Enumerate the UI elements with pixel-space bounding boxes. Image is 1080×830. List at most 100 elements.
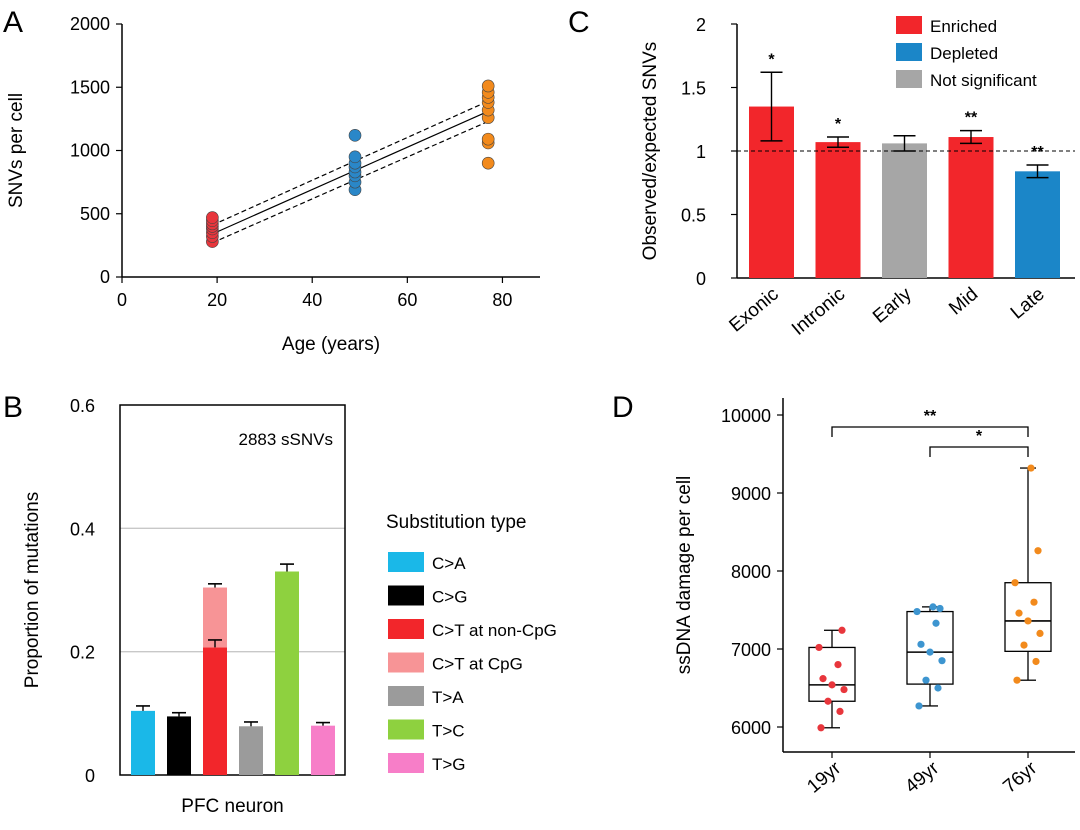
a-x-tick-label: 80 [492, 290, 512, 310]
b-legend-label: C>A [432, 554, 466, 573]
d-data-point-76yr [1027, 464, 1035, 472]
c-x-tick-label: Early [869, 283, 916, 327]
b-y-tick-label: 0.2 [70, 643, 95, 663]
b-legend-title: Substitution type [386, 512, 526, 533]
d-data-point-76yr [1030, 598, 1038, 606]
b-bar-T>A [239, 726, 263, 775]
panel-letter-c: C [568, 6, 590, 39]
a-y-tick-label: 2000 [70, 14, 110, 34]
d-x-tick-label: 49yr [901, 757, 943, 797]
d-data-point-49yr [934, 684, 942, 692]
panel-c-bar-chart: 0 0.5 1 1.5 2 Observed/expected SNVs * Exonic * I… [640, 15, 1075, 340]
a-data-point-19yr [206, 211, 219, 224]
a-data-point-49yr [348, 150, 362, 164]
c-y-tick-label: 2 [696, 15, 706, 35]
c-y-tick-label: 0 [696, 269, 706, 289]
b-legend-swatch [388, 552, 424, 572]
b-legend-swatch [388, 619, 424, 639]
b-bar-T>G [311, 725, 335, 775]
b-bar-C>T at CpG [203, 587, 227, 648]
a-y-tick-label: 1500 [70, 77, 110, 97]
d-data-point-19yr [838, 626, 846, 634]
d-y-tick-label: 7000 [731, 640, 771, 660]
d-data-point-49yr [922, 676, 930, 684]
a-data-point-76yr [481, 79, 495, 93]
d-data-point-19yr [840, 685, 848, 694]
d-data-point-76yr [1015, 609, 1023, 617]
b-y-tick-label: 0 [85, 766, 95, 786]
panel-b-bar-chart: 0 0.2 0.4 0.6 Proportion of mutations PFC neu… [22, 396, 557, 817]
c-y-axis-label: Observed/expected SNVs [640, 42, 661, 261]
d-y-tick-label: 6000 [731, 718, 771, 738]
d-y-axis-label: ssDNA damage per cell [674, 476, 695, 675]
d-y-tick-label: 10000 [721, 406, 771, 426]
c-significance-marker: * [835, 116, 842, 133]
d-significance-bracket [831, 426, 1029, 437]
c-legend-label: Enriched [930, 17, 997, 36]
a-x-tick-label: 40 [302, 290, 322, 310]
panel-a-scatter: 0 500 1000 1500 2000 0 20 40 60 80 Age (years) SNVs… [6, 14, 540, 355]
b-bar-T>C [275, 571, 299, 775]
a-ci-upper-line [212, 100, 489, 226]
c-x-tick-label: Intronic [788, 284, 849, 340]
c-legend-swatch [896, 43, 922, 61]
a-x-tick-label: 0 [117, 290, 127, 310]
a-x-tick-label: 20 [207, 290, 227, 310]
b-legend-swatch [388, 719, 424, 740]
d-data-point-49yr [926, 648, 934, 656]
a-y-tick-label: 0 [100, 267, 110, 287]
b-legend-swatch [388, 686, 424, 706]
a-data-point-76yr [481, 156, 495, 170]
d-box-76yr [1004, 582, 1052, 652]
a-y-axis-label: SNVs per cell [6, 93, 27, 208]
a-data-point-49yr [348, 129, 362, 142]
b-bar-C>A [131, 710, 155, 775]
c-legend-label: Depleted [930, 44, 998, 63]
d-data-point-76yr [1024, 617, 1032, 625]
c-legend-swatch [896, 70, 922, 88]
panel-letter-b: B [3, 391, 23, 424]
d-data-point-19yr [828, 681, 836, 689]
a-data-point-76yr [481, 132, 495, 146]
c-bar-late [1015, 171, 1060, 278]
a-ci-lower-line [212, 120, 489, 244]
d-significance-marker: ** [924, 408, 937, 425]
c-x-tick-label: Mid [945, 284, 982, 320]
panel-letter-d: D [612, 391, 634, 424]
d-data-point-76yr [1036, 629, 1044, 638]
b-bar-C>T at non-CpG [203, 647, 227, 775]
d-data-point-49yr [913, 607, 921, 616]
c-x-tick-label: Exonic [726, 284, 783, 337]
c-y-tick-label: 1.5 [681, 79, 706, 99]
d-data-point-76yr [1011, 579, 1019, 587]
b-legend-swatch [388, 585, 424, 606]
c-bar-early [882, 143, 927, 278]
d-data-point-49yr [917, 640, 925, 648]
c-significance-marker: ** [965, 110, 978, 127]
c-significance-marker: ** [1031, 144, 1044, 161]
d-data-point-76yr [1032, 657, 1040, 666]
d-data-point-76yr [1013, 676, 1021, 684]
d-y-tick-label: 8000 [731, 562, 771, 582]
d-significance-bracket [929, 446, 1029, 457]
b-y-axis-label: Proportion of mutations [22, 492, 43, 688]
panel-letter-a: A [3, 6, 23, 39]
b-x-axis-label: PFC neuron [181, 796, 283, 817]
c-x-tick-label: Late [1007, 284, 1049, 324]
b-legend-label: T>C [432, 722, 465, 741]
b-legend-label: T>G [432, 755, 466, 774]
b-y-tick-label: 0.6 [70, 396, 95, 416]
panel-d-box-plot: 6000 7000 8000 9000 10000 ssDNA damage per ce… [674, 398, 1075, 798]
d-data-point-49yr [932, 619, 940, 627]
c-significance-marker: * [768, 51, 775, 68]
c-y-tick-label: 1 [696, 142, 706, 162]
d-data-point-49yr [936, 604, 944, 613]
a-y-tick-label: 1000 [70, 141, 110, 161]
b-legend-label: T>A [432, 688, 464, 707]
d-data-point-49yr [938, 657, 946, 665]
d-x-tick-label: 76yr [999, 757, 1041, 797]
d-box-19yr [808, 646, 856, 702]
b-legend-label: C>T at CpG [432, 655, 523, 674]
d-data-point-19yr [836, 707, 844, 716]
